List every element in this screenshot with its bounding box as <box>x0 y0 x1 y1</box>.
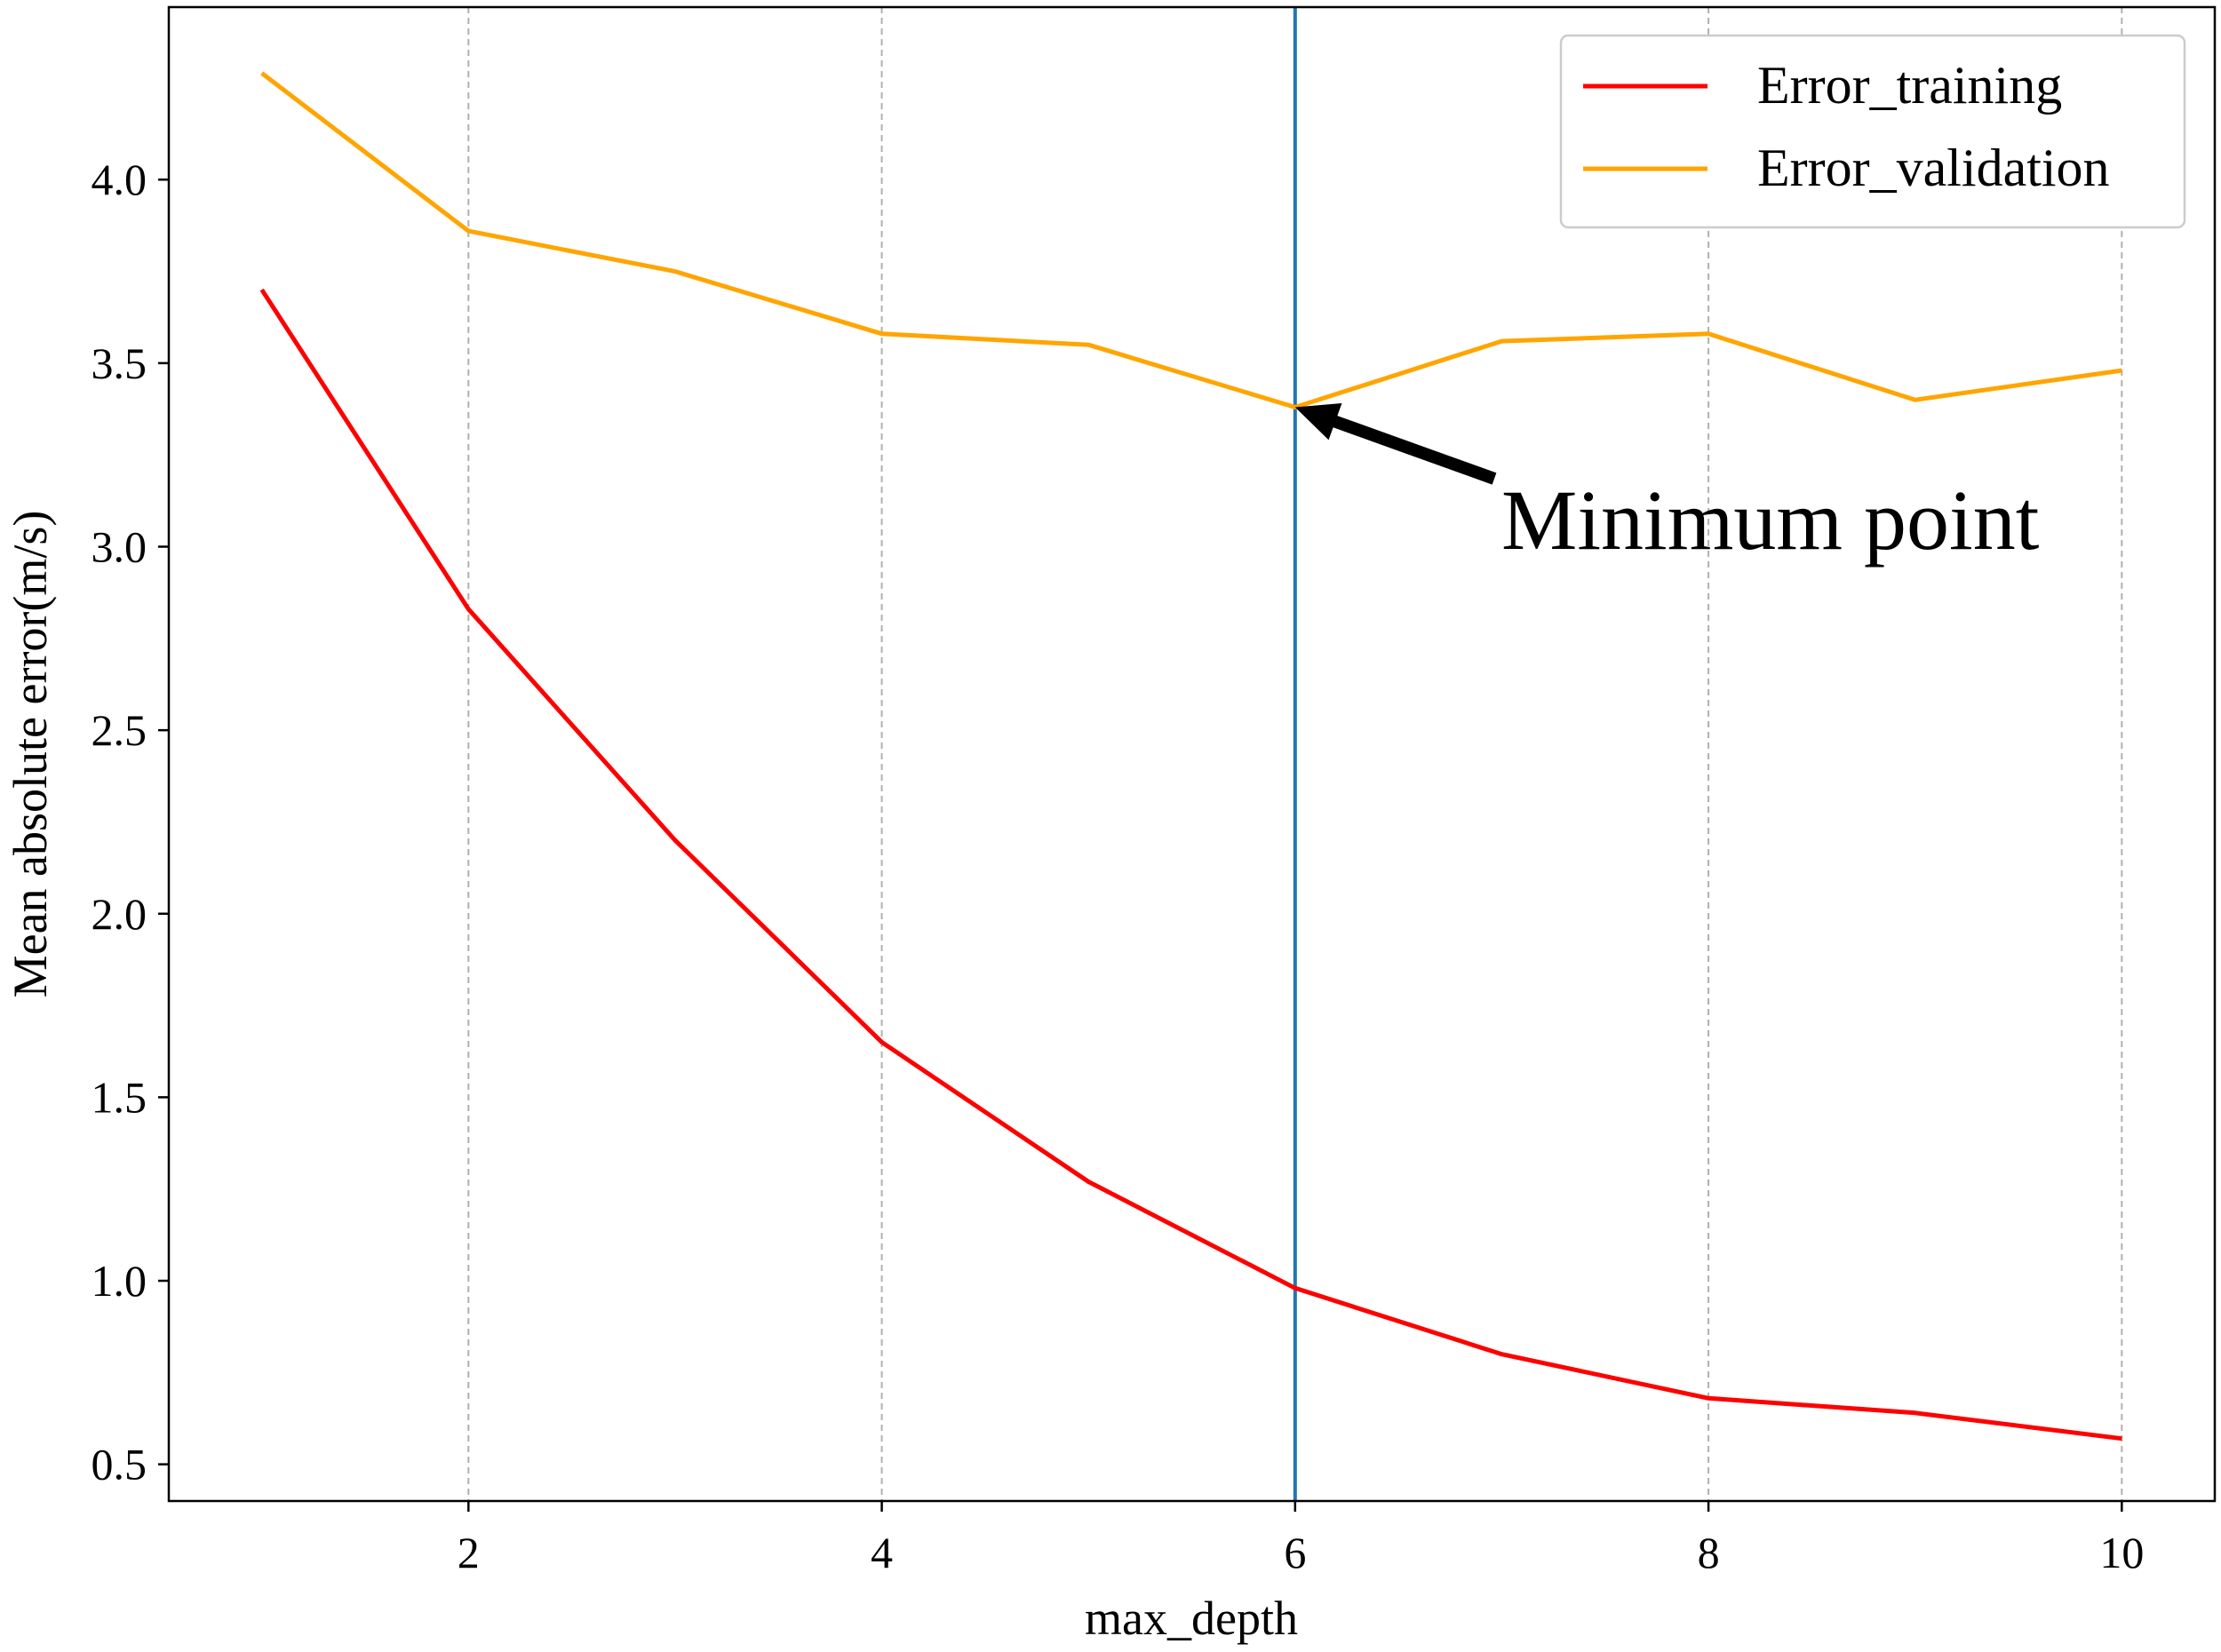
annotation-arrow <box>1294 402 1497 485</box>
y-tick-label-1: 1.0 <box>92 1256 147 1306</box>
y-tick-label-1.5: 1.5 <box>92 1072 147 1122</box>
x-tick-label-10: 10 <box>2099 1528 2144 1577</box>
plot-frame <box>167 5 2217 1503</box>
y-axis-ticks: 0.5 1.0 1.5 2.0 2.5 3.0 3.5 4.0 <box>92 155 169 1489</box>
x-axis-label: max_depth <box>1085 1592 1298 1645</box>
y-tick-label-4: 4.0 <box>92 155 147 204</box>
series-line-error-training <box>259 288 2122 1442</box>
x-tick-label-2: 2 <box>458 1528 480 1577</box>
y-tick-label-2: 2.0 <box>92 889 147 939</box>
legend: Error_training Error_validation <box>1559 34 2186 229</box>
x-tick-label-4: 4 <box>871 1528 893 1577</box>
x-tick-label-8: 8 <box>1698 1528 1720 1577</box>
plot-area-background <box>169 7 2215 1501</box>
y-tick-label-3.5: 3.5 <box>92 338 147 388</box>
annotation-text: Minimum point <box>1501 473 2040 568</box>
legend-box <box>1559 34 2186 229</box>
legend-label-training: Error_training <box>1757 56 2062 115</box>
y-tick-label-0.5: 0.5 <box>92 1440 147 1489</box>
series-lines <box>259 71 2122 1442</box>
y-axis-label: Mean absolute error(m/s) <box>4 511 57 998</box>
annotation-arrow-shaft <box>1329 414 1497 485</box>
series-line-error-validation <box>260 71 2122 409</box>
legend-label-validation: Error_validation <box>1757 139 2110 197</box>
x-axis-ticks: 2 4 6 8 10 <box>458 1501 2144 1577</box>
y-tick-label-2.5: 2.5 <box>92 705 147 755</box>
x-tick-label-6: 6 <box>1284 1528 1306 1577</box>
annotation-arrow-head <box>1294 402 1342 441</box>
y-tick-label-3: 3.0 <box>92 522 147 572</box>
